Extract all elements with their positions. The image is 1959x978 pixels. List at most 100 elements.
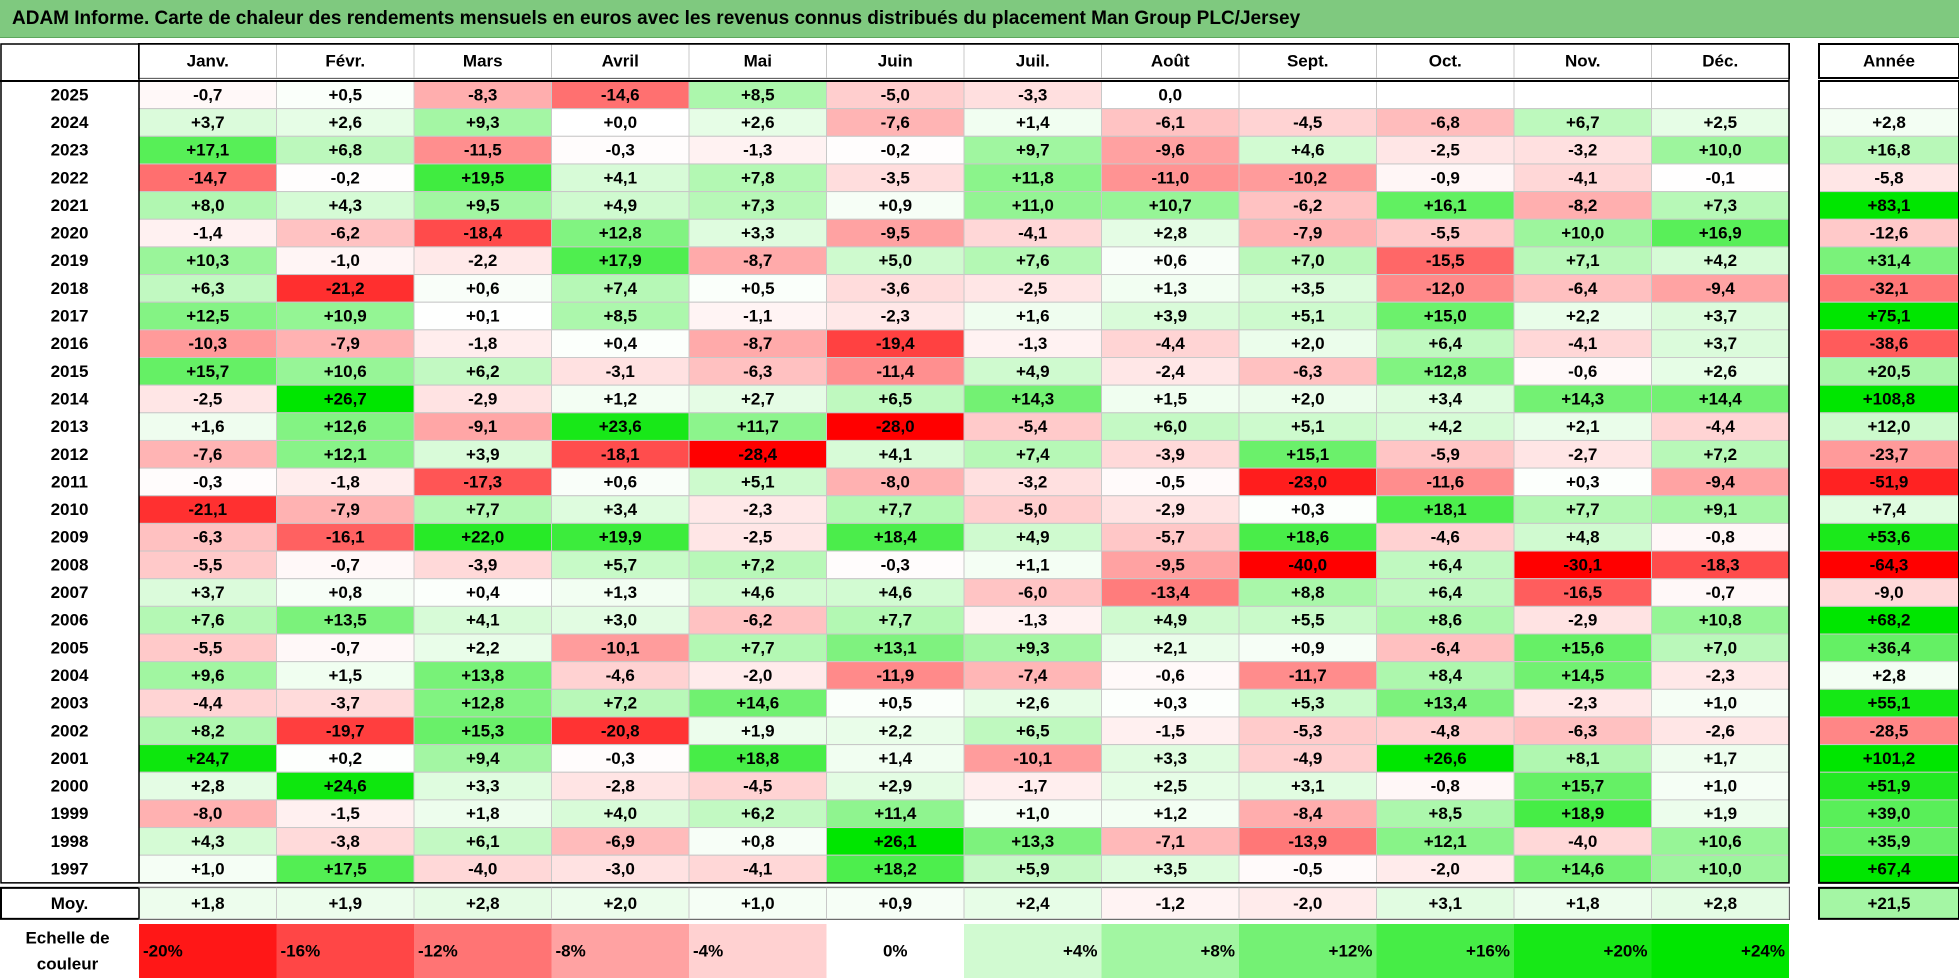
- heat-cell-label: -4,8: [1431, 721, 1460, 740]
- heat-cell-label: -3,2: [1568, 141, 1597, 160]
- annual-cell: [1818, 329, 1959, 359]
- heat-cell: [688, 163, 827, 193]
- heat-cell: [688, 384, 827, 414]
- heat-cell: [551, 550, 690, 580]
- heat-cell-label: -2,3: [1568, 694, 1597, 713]
- heat-cell: [963, 633, 1102, 663]
- heat-cell-label: +4,1: [878, 445, 912, 464]
- heat-cell-label: +7,7: [878, 500, 912, 519]
- heat-cell: [1238, 384, 1377, 414]
- heat-cell-label: +4,3: [328, 196, 362, 215]
- annual-cell-label: +68,2: [1867, 611, 1910, 630]
- heat-cell-label: +5,1: [741, 472, 775, 491]
- heat-cell: [1513, 246, 1652, 276]
- heat-cell-label: +5,1: [1291, 417, 1325, 436]
- heat-cell-label: +6,5: [878, 389, 912, 408]
- heat-cell-label: -8,2: [1568, 196, 1597, 215]
- heat-cell-label: +6,8: [328, 141, 362, 160]
- heat-cell-label: +14,5: [1561, 666, 1604, 685]
- average-cell-label: +2,8: [1703, 894, 1737, 913]
- annual-cell-label: +83,1: [1867, 196, 1910, 215]
- heat-cell-label: +1,1: [1016, 555, 1050, 574]
- heat-cell: [1238, 218, 1377, 248]
- heat-cell: [1101, 329, 1240, 359]
- heat-cell-label: -23,0: [1288, 472, 1327, 491]
- heat-cell-label: -0,1: [1706, 168, 1735, 187]
- heat-cell: [1238, 854, 1377, 884]
- heat-cell-label: -2,9: [468, 389, 497, 408]
- heat-cell-label: +7,8: [741, 168, 775, 187]
- heat-cell-label: +0,6: [603, 472, 637, 491]
- heat-cell-label: +11,0: [1012, 196, 1054, 215]
- heat-cell-label: -0,7: [331, 555, 360, 574]
- heat-cell-label: +9,6: [191, 666, 225, 685]
- heat-cell-label: +4,8: [1566, 528, 1600, 547]
- heat-cell-label: +6,4: [1428, 583, 1462, 602]
- heat-cell-label: +2,5: [1703, 113, 1737, 132]
- heat-cell-label: -21,2: [326, 279, 365, 298]
- heat-cell-label: +9,5: [466, 196, 500, 215]
- heat-cell: [1651, 191, 1790, 220]
- heat-cell-label: -11,5: [464, 141, 502, 160]
- heat-cell-label: -0,7: [1706, 583, 1735, 602]
- heat-cell-label: +10,0: [1561, 224, 1604, 243]
- heat-cell-label: -3,1: [606, 362, 635, 381]
- heat-cell: [688, 218, 827, 248]
- heat-cell: [1513, 191, 1652, 220]
- heat-cell-label: -21,1: [188, 500, 227, 519]
- heat-cell-label: -30,1: [1563, 555, 1602, 574]
- heat-cell-label: -3,0: [606, 860, 635, 879]
- heat-cell-label: -4,1: [1568, 334, 1597, 353]
- heat-cell-label: +1,9: [1703, 804, 1737, 823]
- heat-cell: [276, 744, 415, 773]
- heat-cell: [1513, 439, 1652, 469]
- heat-cell: [138, 218, 277, 248]
- average-cell: [1101, 887, 1240, 920]
- heat-cell-label: +0,6: [1153, 251, 1187, 270]
- heat-cell: [138, 357, 277, 386]
- scale-swatch: [1239, 924, 1377, 978]
- heat-cell-label: +12,6: [324, 417, 367, 436]
- heat-cell-label: -4,4: [1156, 334, 1186, 353]
- heat-cell-label: -0,9: [1431, 168, 1460, 187]
- heat-cell: [1101, 357, 1240, 386]
- heat-cell-label: -17,3: [463, 472, 502, 491]
- heat-cell-label: +24,7: [186, 749, 229, 768]
- heat-cell-label: -5,0: [881, 85, 910, 104]
- heat-cell-label: +5,0: [878, 251, 912, 270]
- heat-cell: [276, 439, 415, 469]
- heat-cell: [688, 827, 827, 856]
- heat-cell: [276, 661, 415, 690]
- heat-cell: [1651, 799, 1790, 829]
- heat-cell-label: +5,1: [1291, 307, 1325, 326]
- heat-cell: [1376, 578, 1515, 607]
- heat-cell-label: +1,3: [1153, 279, 1187, 298]
- heat-cell-label: +2,0: [1291, 389, 1325, 408]
- average-cell: [826, 887, 965, 920]
- heat-cell: [1376, 854, 1515, 884]
- heat-cell-label: -4,9: [1293, 749, 1322, 768]
- year-label: 2017: [51, 307, 89, 326]
- heat-cell-label: -5,5: [1431, 224, 1460, 243]
- heat-cell: [276, 274, 415, 303]
- heat-cell-label: -7,6: [193, 445, 222, 464]
- heat-cell: [1651, 384, 1790, 414]
- month-label: Janv.: [187, 51, 229, 70]
- heat-cell: [1238, 80, 1377, 110]
- annual-cell: [1818, 135, 1959, 165]
- heat-cell-label: -28,0: [876, 417, 915, 436]
- heat-cell-label: +0,3: [1291, 500, 1325, 519]
- heat-cell-label: +12,8: [461, 694, 504, 713]
- annual-cell-label: -38,6: [1870, 334, 1909, 353]
- heat-cell: [1376, 218, 1515, 248]
- scale-swatch-label: +4%: [1063, 941, 1098, 960]
- heat-cell: [826, 771, 965, 801]
- heat-cell-label: +18,9: [1561, 804, 1604, 823]
- heat-cell: [1101, 744, 1240, 773]
- heat-cell-label: +5,7: [603, 555, 637, 574]
- heat-cell-label: -2,7: [1568, 445, 1597, 464]
- heat-cell-label: -1,7: [1018, 777, 1047, 796]
- heat-cell-label: +0,8: [328, 583, 362, 602]
- heat-cell-label: +9,1: [1703, 500, 1737, 519]
- heat-cell-label: -9,5: [1156, 555, 1185, 574]
